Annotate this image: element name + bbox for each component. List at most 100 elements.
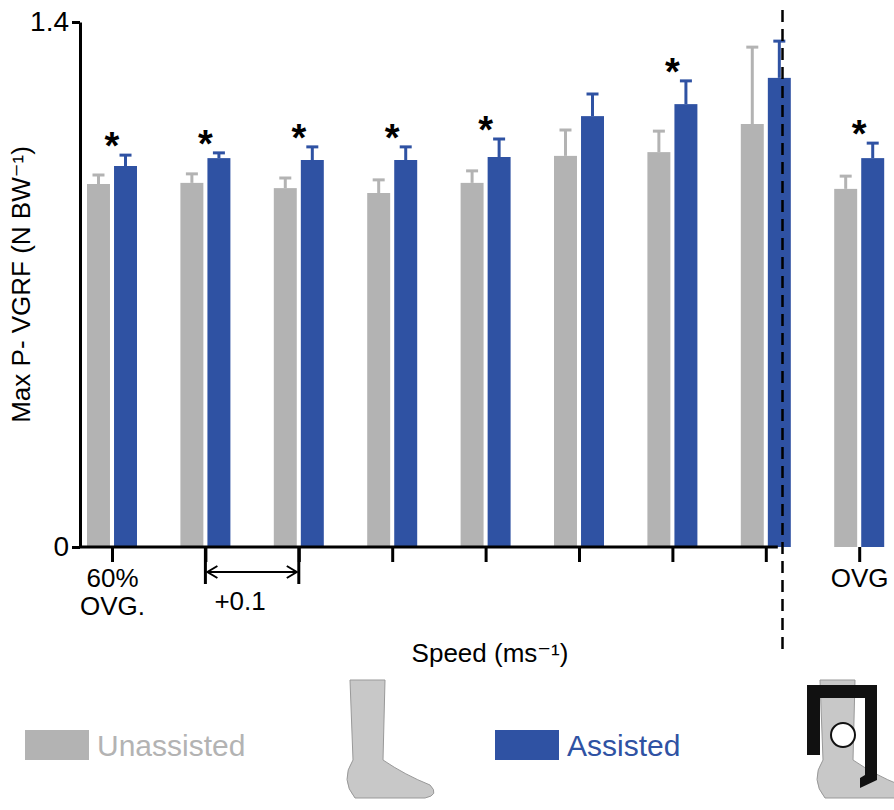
interval-arrow xyxy=(207,571,296,573)
bar xyxy=(394,160,417,547)
error-bar xyxy=(306,147,318,160)
x-axis-title: Speed (ms⁻¹) xyxy=(412,638,569,668)
error-bar-cap xyxy=(400,145,412,148)
error-bar xyxy=(840,176,852,189)
error-bar-cap xyxy=(840,175,852,178)
bar xyxy=(87,184,110,547)
error-bar-stem xyxy=(498,139,501,157)
interval-label: +0.1 xyxy=(214,586,265,616)
interval-annotation: +0.1 xyxy=(205,547,298,616)
bar xyxy=(367,193,390,547)
error-bar xyxy=(213,153,225,158)
error-bar-stem xyxy=(591,94,594,116)
bar xyxy=(301,160,324,547)
significance-marker: * xyxy=(385,117,400,159)
bar xyxy=(554,156,577,547)
error-bar-cap xyxy=(653,130,665,133)
y-tick-mark xyxy=(72,546,80,549)
error-bar-stem xyxy=(311,147,314,160)
error-bar-cap xyxy=(746,46,758,49)
y-axis: 01.4 xyxy=(30,6,80,562)
error-bar-stem xyxy=(871,143,874,158)
leg-icon xyxy=(347,680,434,798)
x-tick-mark xyxy=(765,547,768,562)
error-bar xyxy=(680,81,692,104)
bar xyxy=(861,158,884,547)
x-tick xyxy=(672,547,673,562)
error-bar-stem xyxy=(564,130,567,156)
error-bar-cap xyxy=(186,172,198,175)
error-bar-stem xyxy=(124,155,127,166)
x-tick-mark xyxy=(578,547,581,562)
error-bar-cap xyxy=(587,93,599,96)
error-bar xyxy=(373,180,385,193)
x-tick-label: OVG xyxy=(831,563,889,593)
error-bar xyxy=(493,139,505,157)
legend-swatch xyxy=(495,730,559,760)
x-tick xyxy=(766,547,767,562)
legend-swatch xyxy=(25,730,89,760)
separator xyxy=(781,10,784,655)
y-tick: 1.4 xyxy=(30,6,80,37)
significance-marker: * xyxy=(852,113,867,155)
error-bar-stem xyxy=(684,81,687,104)
bar xyxy=(180,183,203,547)
error-bar xyxy=(867,143,879,158)
arrow-head xyxy=(287,566,297,578)
bar xyxy=(834,189,857,547)
bars xyxy=(87,41,884,547)
error-bar xyxy=(746,47,758,124)
error-bar-cap xyxy=(493,138,505,141)
bar xyxy=(488,157,511,547)
legend-icon xyxy=(807,680,894,798)
x-tick-label: 60%OVG. xyxy=(80,563,145,620)
error-bar-stem xyxy=(751,47,754,124)
series-bars xyxy=(87,47,857,547)
error-bar-cap xyxy=(306,145,318,148)
error-bar-stem xyxy=(404,147,407,160)
significance-marker: * xyxy=(198,123,213,165)
error-bar xyxy=(186,174,198,183)
y-tick-mark xyxy=(72,21,80,24)
x-tick-mark xyxy=(111,547,114,562)
error-bar-stem xyxy=(284,178,287,188)
error-bar xyxy=(120,155,132,166)
significance-marker: * xyxy=(478,109,493,151)
bar xyxy=(741,124,764,547)
x-axis: 60%OVG. OVG xyxy=(80,547,889,621)
legend: Unassisted Assisted xyxy=(25,680,894,798)
error-bar-stem xyxy=(471,171,474,183)
y-axis-line xyxy=(79,23,82,548)
arrow-head xyxy=(207,566,217,578)
y-tick-label: 0 xyxy=(53,531,69,562)
error-bar-stem xyxy=(844,176,847,189)
legend-entry: Assisted xyxy=(495,680,894,798)
legend-icon xyxy=(347,680,434,798)
error-bar-cap xyxy=(867,142,879,145)
y-tick: 0 xyxy=(53,531,80,562)
series-bars xyxy=(114,41,884,547)
legend-entry: Unassisted xyxy=(25,680,434,798)
error-bar xyxy=(92,175,104,184)
error-bar-stem xyxy=(657,131,660,152)
bar xyxy=(768,78,791,547)
error-bar-cap xyxy=(279,177,291,180)
bar xyxy=(461,183,484,547)
interval-end xyxy=(297,547,300,584)
error-bar xyxy=(559,130,571,156)
error-bar xyxy=(279,178,291,188)
error-bar xyxy=(587,94,599,116)
error-bar-cap xyxy=(120,154,132,157)
bar xyxy=(207,158,230,547)
bar xyxy=(114,166,137,547)
error-bar xyxy=(400,147,412,160)
y-tick-label: 1.4 xyxy=(30,6,69,37)
legend-label: Assisted xyxy=(567,729,680,762)
error-bar xyxy=(653,131,665,152)
x-tick-mark xyxy=(485,547,488,562)
x-axis-line xyxy=(80,546,778,549)
bar xyxy=(674,104,697,547)
x-tick-mark xyxy=(671,547,674,562)
error-bar-cap xyxy=(92,174,104,177)
significance-marker: * xyxy=(105,125,120,167)
